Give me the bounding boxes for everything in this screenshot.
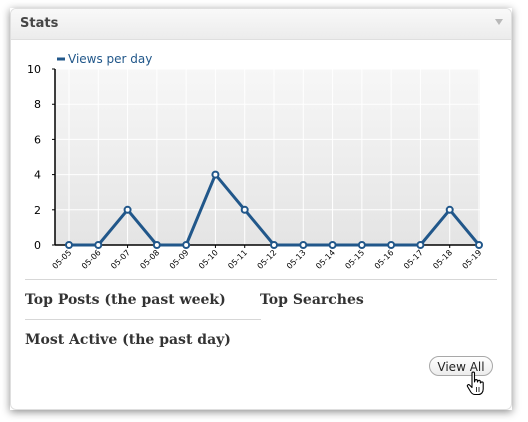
x-tick-label: 05-15 xyxy=(343,248,366,271)
views-chart: 0 2 4 6 8 10 05-05 05-06 05-07 05-08 05-09 05-10 05-… xyxy=(11,45,511,285)
divider xyxy=(25,279,497,280)
data-point xyxy=(475,241,483,249)
plot-background xyxy=(55,69,480,245)
x-tick-label: 05-16 xyxy=(373,248,396,271)
y-tick-label: 0 xyxy=(34,239,41,252)
divider xyxy=(25,319,261,320)
data-point xyxy=(328,241,337,249)
data-point xyxy=(65,241,73,249)
data-point xyxy=(123,205,132,214)
y-tick-label: 6 xyxy=(34,133,41,146)
legend-label: Views per day xyxy=(68,52,152,66)
data-point xyxy=(240,205,249,214)
data-point xyxy=(445,205,454,214)
most-active-heading: Most Active (the past day) xyxy=(25,332,231,348)
data-point xyxy=(270,241,278,249)
data-point xyxy=(182,241,191,249)
x-tick-label: 05-07 xyxy=(109,248,132,271)
x-tick-label: 05-06 xyxy=(80,248,103,271)
y-tick-label: 4 xyxy=(34,169,41,182)
views-chart-svg: 0 2 4 6 8 10 05-05 05-06 05-07 05-08 05-09 05-10 05-… xyxy=(27,52,484,271)
data-point xyxy=(94,241,103,249)
data-point xyxy=(416,241,425,249)
widget-title: Stats xyxy=(20,16,59,31)
x-tick-label: 05-08 xyxy=(138,248,161,271)
data-point xyxy=(387,241,396,249)
x-tick-label: 05-18 xyxy=(431,248,454,271)
view-all-button[interactable]: View All xyxy=(429,356,493,376)
triangle-down-icon xyxy=(495,19,503,25)
x-tick-label: 05-11 xyxy=(226,248,249,271)
top-searches-heading: Top Searches xyxy=(260,292,364,308)
x-tick-label: 05-19 xyxy=(461,248,484,271)
x-tick-label: 05-14 xyxy=(314,248,337,271)
hand-cursor-icon xyxy=(466,371,484,396)
x-tick-label: 05-05 xyxy=(51,248,74,271)
x-tick-label: 05-12 xyxy=(256,248,279,271)
x-tick-label: 05-17 xyxy=(402,248,425,271)
y-tick-label: 8 xyxy=(34,98,41,111)
collapse-toggle-button[interactable] xyxy=(485,9,511,39)
widget-header[interactable]: Stats xyxy=(11,9,511,40)
stats-widget-frame: Stats 0 2 4 6 8 10 05-05 05-06 05-07 05-08 05-09 05… xyxy=(10,8,512,410)
data-point xyxy=(211,170,220,179)
x-tick-label: 05-13 xyxy=(285,248,308,271)
top-posts-heading: Top Posts (the past week) xyxy=(25,292,226,308)
data-point xyxy=(152,241,161,249)
y-tick-label: 10 xyxy=(27,63,41,76)
x-tick-label: 05-10 xyxy=(197,248,220,271)
y-tick-label: 2 xyxy=(34,204,41,217)
x-tick-label: 05-09 xyxy=(168,248,191,271)
data-point xyxy=(357,241,366,249)
data-point xyxy=(299,241,308,249)
stats-widget: Stats 0 2 4 6 8 10 05-05 05-06 05-07 05-08 05-09 05… xyxy=(10,8,512,410)
